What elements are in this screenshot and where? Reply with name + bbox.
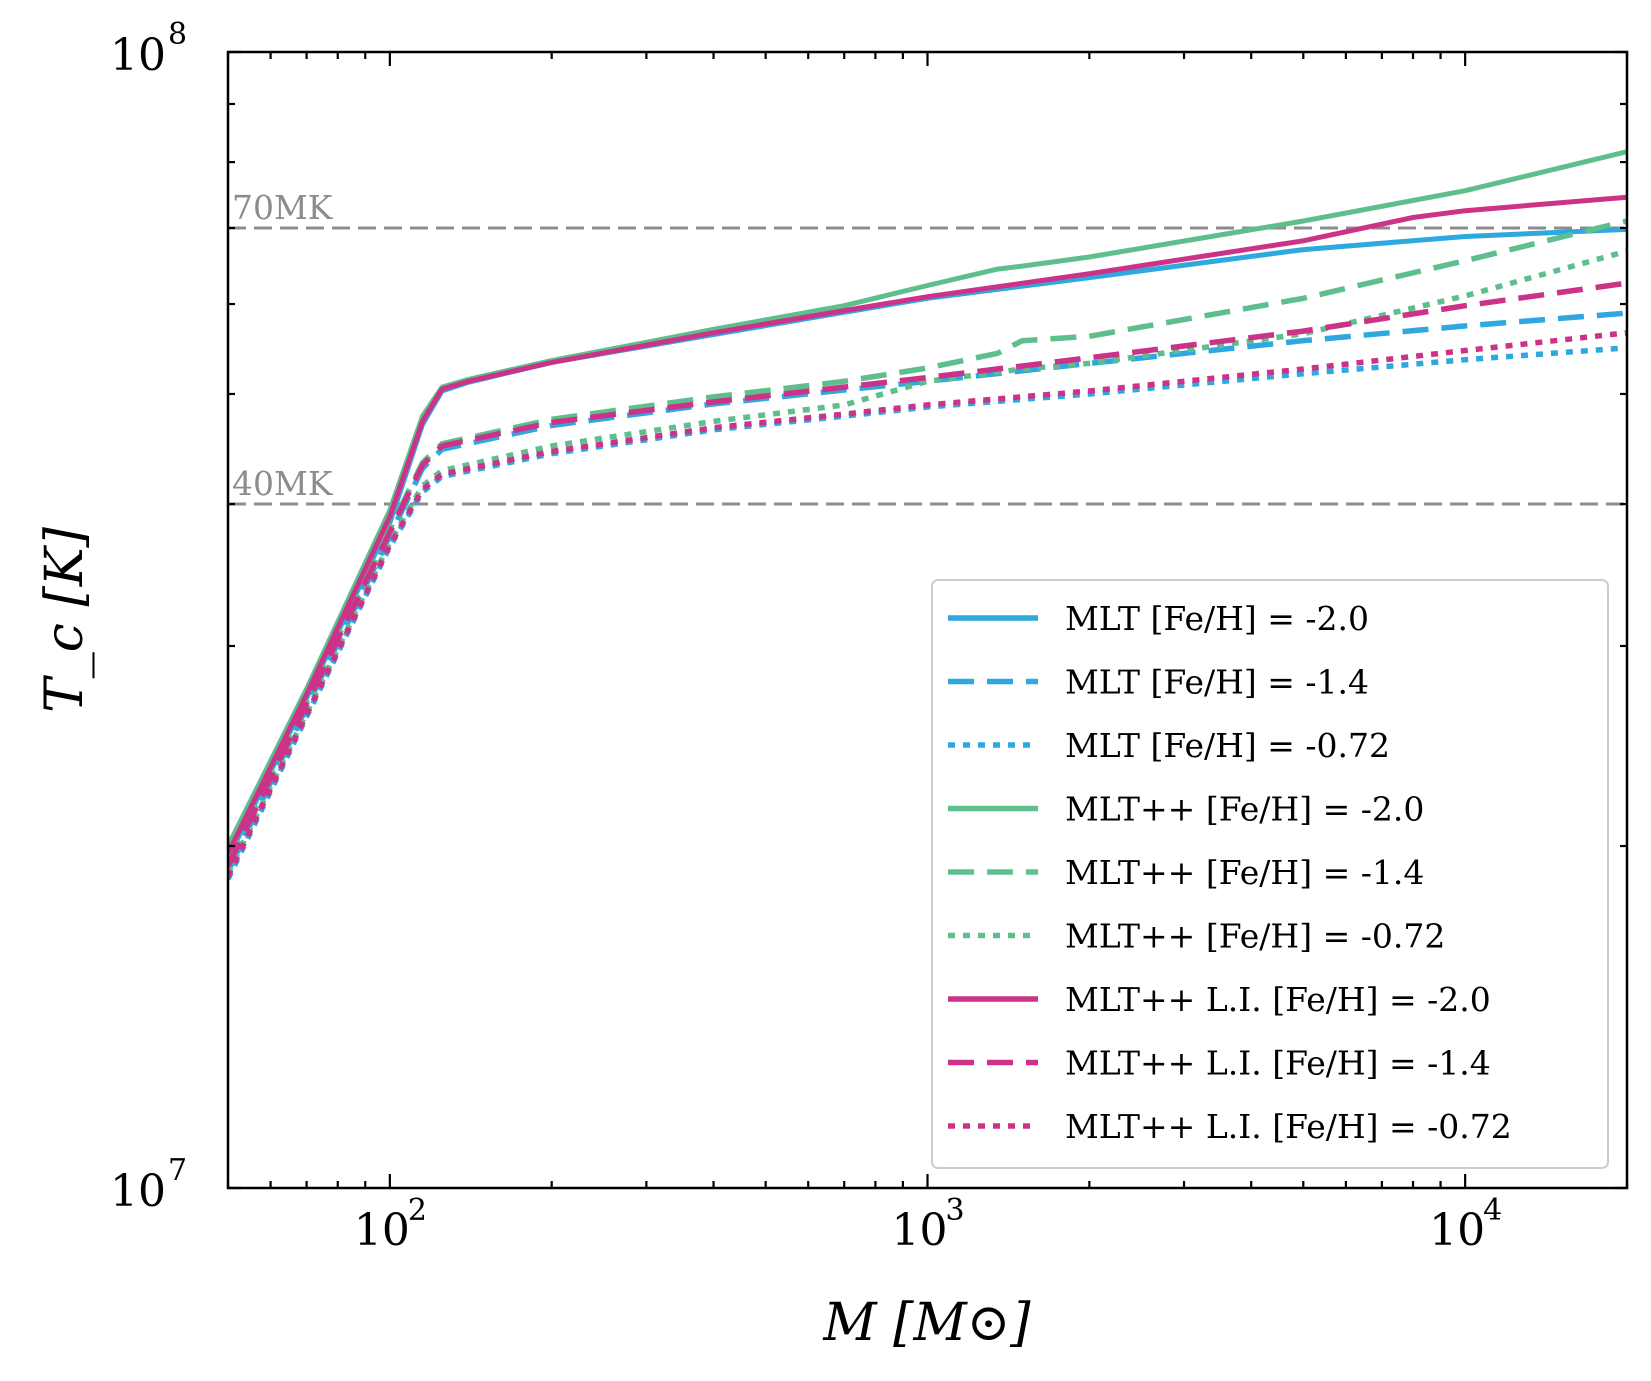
x-tick-exponent: 4 — [1483, 1193, 1502, 1228]
y-tick-label: 10 — [110, 30, 166, 81]
series-line — [228, 345, 1627, 881]
series-line — [228, 248, 1627, 876]
legend-entry-label: MLT [Fe/H] = -0.72 — [1065, 726, 1390, 765]
series-line — [228, 280, 1627, 868]
legend-box — [931, 579, 1609, 1169]
x-tick-exponent: 3 — [946, 1193, 965, 1228]
legend-entry-label: MLT++ [Fe/H] = -0.72 — [1065, 917, 1445, 956]
x-tick-exponent: 2 — [408, 1193, 427, 1228]
x-axis-label: M [M⊙] — [822, 1293, 1031, 1353]
y-tick-label: 10 — [110, 1166, 166, 1217]
reference-line-label: 40MK — [232, 464, 334, 503]
legend-entry-label: MLT++ [Fe/H] = -1.4 — [1065, 853, 1424, 892]
x-tick-label: 10 — [354, 1205, 410, 1256]
legend-entry-label: MLT++ L.I. [Fe/H] = -2.0 — [1065, 980, 1491, 1019]
y-tick-exponent: 8 — [168, 17, 187, 52]
legend-entry-label: MLT [Fe/H] = -2.0 — [1065, 599, 1369, 638]
legend-entry-label: MLT++ [Fe/H] = -2.0 — [1065, 790, 1424, 829]
legend-entry-label: MLT++ L.I. [Fe/H] = -0.72 — [1065, 1107, 1512, 1146]
x-tick-label: 10 — [1429, 1205, 1485, 1256]
series-line — [228, 330, 1627, 878]
y-tick-exponent: 7 — [168, 1153, 187, 1188]
legend-entry-label: MLT++ L.I. [Fe/H] = -1.4 — [1065, 1044, 1491, 1083]
series-group — [228, 149, 1627, 881]
y-axis-label: T_c [K] — [35, 526, 95, 712]
series-line — [228, 194, 1627, 855]
legend: MLT [Fe/H] = -2.0 MLT [Fe/H] = -1.4 MLT [F… — [931, 579, 1609, 1169]
legend-entry-label: MLT [Fe/H] = -1.4 — [1065, 663, 1369, 702]
reference-lines: 70MK 40MK — [228, 188, 1627, 506]
x-tick-label: 10 — [892, 1205, 948, 1256]
reference-line-label: 70MK — [232, 188, 334, 227]
axis-ticks — [226, 50, 1629, 1190]
